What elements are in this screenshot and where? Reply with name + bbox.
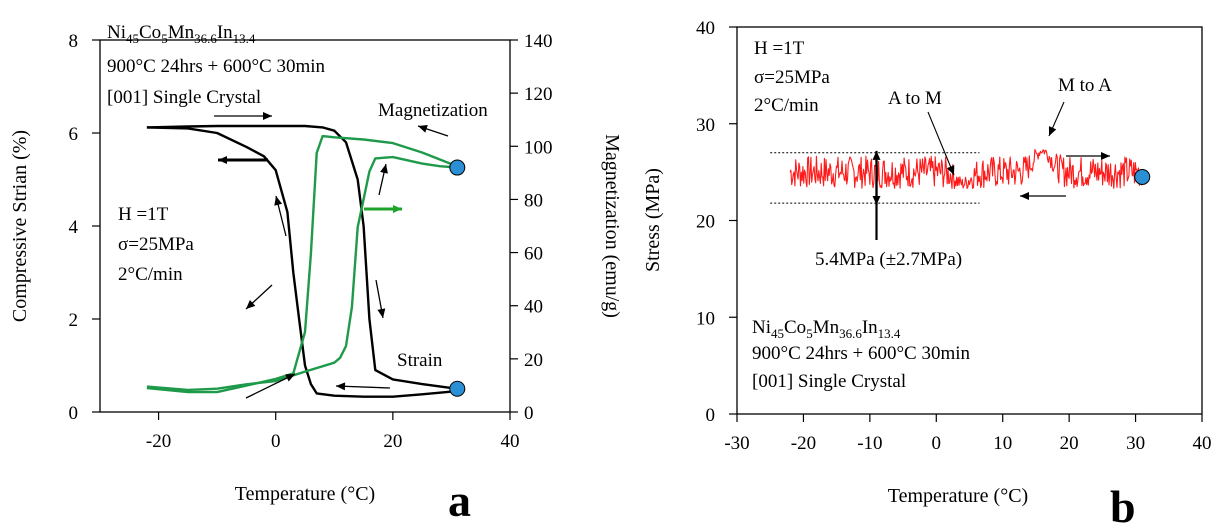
chart-a-ytick-right-label: 100 — [524, 137, 553, 158]
chart-a-arrow-6-head — [336, 382, 346, 391]
chart-b-band-arrow-up-head — [872, 150, 881, 160]
chart-a-ytick-right-label: 40 — [524, 297, 543, 318]
chart-b-condition-stress: σ=25MPa — [754, 67, 830, 88]
chart-a-ytick-right-label: 60 — [524, 244, 543, 265]
chart-a-condition-stress: σ=25MPa — [118, 234, 194, 255]
chart-a-strain-heating-line — [146, 126, 458, 398]
chart-b-condition-rate: 2°C/min — [754, 95, 819, 116]
chart-b-ytick-label: 30 — [696, 115, 715, 136]
chart-a-ytick-right-label: 0 — [524, 403, 534, 424]
chart-b-ytick-label: 40 — [696, 18, 715, 39]
chart-a-magnetization-heating-line — [146, 134, 458, 394]
chart-a-xtick-label: 40 — [501, 431, 520, 452]
chart-b-start-marker — [1134, 168, 1151, 185]
chart-a-panel-letter: a — [448, 475, 471, 526]
chart-a-ytick-left-label: 0 — [69, 403, 79, 424]
chart-b-xtick-label: 0 — [932, 433, 942, 454]
chart-a-magnetization-cooling-line — [146, 155, 458, 392]
chart-a-arrow-2-head — [218, 156, 227, 164]
chart-a-arrow-7-head — [377, 308, 386, 318]
chart-b-ytick-label: 0 — [706, 405, 716, 426]
chart-b-arrows — [872, 101, 1110, 240]
chart-a-heat-treatment: 900°C 24hrs + 600°C 30min — [107, 56, 326, 77]
chart-b: -30 -20 -10 0 10 20 30 40 0 10 20 30 40 Temperature … — [642, 18, 1212, 529]
chart-a-ytick-left-label: 4 — [69, 217, 79, 238]
chart-b-ticks: -30 -20 -10 0 10 20 30 40 0 10 20 30 40 — [696, 18, 1212, 454]
chart-b-xtick-label: 20 — [1060, 433, 1079, 454]
chart-b-m-to-a-label: M to A — [1058, 75, 1112, 96]
chart-a-xtick-label: -20 — [146, 431, 171, 452]
chart-a-condition-rate: 2°C/min — [118, 264, 183, 285]
chart-b-xtick-label: 40 — [1193, 433, 1212, 454]
chart-a-xtick-label: 20 — [383, 431, 402, 452]
chart-a-arrow-5-head — [285, 374, 295, 382]
chart-a-arrow-9-head — [418, 125, 428, 133]
chart-b-stress-line — [789, 148, 1143, 190]
chart-b-xtick-label: 10 — [993, 433, 1012, 454]
chart-a-series — [146, 124, 466, 398]
chart-a-magnetization-start-marker — [449, 159, 466, 176]
chart-a-arrow-3-head — [274, 196, 283, 206]
chart-a-xlabel: Temperature (°C) — [235, 483, 375, 505]
chart-b-ylabel: Stress (MPa) — [642, 168, 664, 272]
chart-a-arrow-6 — [335, 385, 391, 389]
chart-b-ytick-label: 10 — [696, 308, 715, 329]
chart-a-ytick-right-label: 120 — [524, 84, 553, 105]
chart-a-ytick-right-label: 140 — [524, 31, 553, 52]
chart-a-strain-label: Strain — [397, 350, 443, 371]
chart-a-ytick-left-label: 2 — [69, 310, 79, 331]
chart-b-heat-treatment: 900°C 24hrs + 600°C 30min — [752, 343, 971, 364]
chart-b-band-arrow-down-head — [872, 196, 881, 206]
chart-b-xtick-label: -20 — [791, 433, 816, 454]
chart-b-heating-arrow-head — [1101, 152, 1110, 160]
chart-b-crystal: [001] Single Crystal — [752, 371, 906, 392]
chart-a-arrow-4-head — [246, 299, 256, 309]
chart-a-ytick-right-label: 20 — [524, 350, 543, 371]
chart-a-strain-start-marker — [449, 380, 466, 397]
chart-b-series — [770, 148, 1151, 204]
chart-a-arrow-1-head — [263, 112, 272, 120]
chart-b-xtick-label: -30 — [724, 433, 749, 454]
chart-b-xlabel: Temperature (°C) — [888, 485, 1028, 507]
chart-b-panel-letter: b — [1110, 481, 1136, 529]
chart-b-a-to-m-label: A to M — [888, 88, 942, 109]
chart-a-crystal: [001] Single Crystal — [107, 87, 261, 108]
chart-b-xtick-label: -10 — [857, 433, 882, 454]
chart-a-xtick-label: 0 — [271, 431, 281, 452]
chart-a-ylabel-left: Compressive Strian (%) — [9, 130, 31, 322]
chart-a-ytick-left-label: 8 — [69, 31, 79, 52]
chart-a-ylabel-right: Magnetization (emu/g) — [601, 134, 623, 318]
chart-a-arrow-8-head — [380, 164, 388, 174]
chart-a-magnetization-label: Magnetization — [378, 100, 488, 121]
chart-b-m-to-a-arrow-head — [1048, 126, 1057, 136]
chart-a-condition-field: H =1T — [118, 204, 169, 225]
chart-a-arrow-5 — [245, 373, 296, 399]
chart-a-arrow-green-head — [393, 205, 402, 213]
chart-b-cooling-arrow-head — [1020, 192, 1029, 200]
chart-b-a-to-m-arrow-head — [946, 165, 955, 175]
chart-a-arrows — [214, 112, 449, 399]
chart-b-material-label: Ni45Co5Mn36.6In13.4 — [752, 317, 901, 341]
chart-b-band-label: 5.4MPa (±2.7MPa) — [815, 249, 962, 270]
chart-b-condition-field: H =1T — [754, 38, 805, 59]
chart-b-ytick-label: 20 — [696, 212, 715, 233]
chart-a-material-label: Ni45Co5Mn36.6In13.4 — [107, 22, 256, 46]
chart-a-strain-cooling-line — [146, 124, 458, 390]
chart-a-ytick-right-label: 80 — [524, 190, 543, 211]
chart-a-ytick-left-label: 6 — [69, 124, 79, 145]
chart-b-xtick-label: 30 — [1126, 433, 1145, 454]
chart-b-a-to-m-arrow — [927, 111, 955, 176]
